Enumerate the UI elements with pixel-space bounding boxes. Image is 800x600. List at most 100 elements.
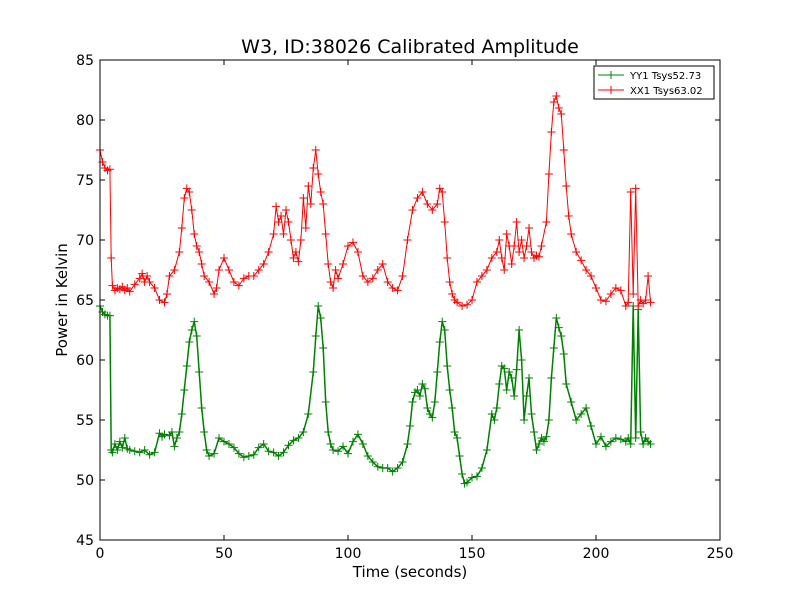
data-point-yy1 [450,428,459,436]
data-point-yy1 [639,440,648,448]
data-point-xx1 [205,278,214,286]
data-point-xx1 [507,260,516,268]
data-point-xx1 [108,281,117,290]
data-point-xx1 [279,230,288,238]
data-point-xx1 [259,260,268,268]
data-point-yy1 [420,384,429,393]
data-point-xx1 [423,200,432,208]
data-point-yy1 [130,447,139,456]
legend-label: XX1 Tsys63.02 [630,86,703,97]
data-point-xx1 [463,300,472,309]
data-point-xx1 [145,278,154,286]
data-point-xx1 [378,260,387,268]
data-point-yy1 [517,356,526,364]
data-point-xx1 [135,274,144,283]
data-point-xx1 [200,272,209,280]
series-xx1 [96,92,655,310]
data-point-xx1 [582,266,591,274]
data-point-xx1 [274,218,283,226]
data-point-yy1 [113,446,122,454]
data-point-yy1 [428,413,437,422]
data-point-xx1 [616,286,625,295]
data-point-yy1 [339,442,348,451]
data-point-xx1 [311,146,320,154]
data-point-yy1 [284,441,293,450]
data-point-yy1 [445,386,454,394]
data-point-yy1 [572,416,581,424]
data-point-yy1 [463,478,472,487]
data-point-yy1 [532,446,541,454]
data-point-xx1 [324,260,333,268]
data-point-xx1 [544,170,553,178]
data-point-yy1 [472,472,481,481]
data-point-xx1 [500,266,509,274]
data-point-yy1 [455,452,464,460]
data-point-xx1 [175,248,184,256]
data-point-yy1 [120,434,129,442]
data-point-xx1 [306,200,315,208]
data-point-yy1 [500,364,509,373]
data-point-yy1 [552,314,561,322]
data-point-yy1 [549,344,558,352]
data-point-yy1 [430,398,439,406]
data-point-xx1 [572,248,581,256]
data-point-yy1 [587,422,596,430]
data-point-xx1 [542,218,551,226]
data-point-yy1 [408,398,417,406]
data-point-xx1 [105,165,114,174]
data-point-xx1 [492,248,501,256]
data-point-yy1 [279,448,288,457]
data-point-yy1 [309,368,318,376]
data-point-xx1 [284,218,293,226]
data-point-xx1 [229,278,238,286]
data-point-xx1 [587,272,596,280]
data-point-xx1 [326,278,335,286]
data-point-yy1 [269,448,278,457]
data-point-yy1 [105,311,114,320]
data-point-xx1 [254,266,263,274]
data-point-yy1 [190,317,199,326]
axes-background [100,60,720,540]
y-axis-label: Power in Kelvin [53,243,71,357]
data-point-yy1 [601,442,610,451]
data-point-yy1 [229,443,238,452]
data-point-xx1 [592,284,600,292]
data-point-xx1 [210,290,219,298]
data-point-yy1 [495,380,504,388]
data-point-yy1 [433,368,442,376]
data-point-xx1 [180,194,189,202]
data-point-xx1 [448,290,457,298]
data-point-xx1 [428,206,437,214]
x-tick-label: 250 [707,546,734,562]
data-point-yy1 [353,430,362,439]
data-point-xx1 [393,286,402,295]
data-point-xx1 [130,280,139,289]
data-point-xx1 [383,278,392,286]
data-point-xx1 [644,272,653,280]
data-point-yy1 [373,462,382,471]
data-point-yy1 [200,428,209,436]
data-point-xx1 [192,242,201,250]
data-point-yy1 [324,428,333,436]
y-tick-label: 55 [76,413,94,429]
data-point-yy1 [368,458,377,466]
data-point-xx1 [368,274,377,283]
data-point-xx1 [601,297,610,306]
data-point-yy1 [205,452,214,460]
data-point-yy1 [554,323,563,332]
data-point-xx1 [517,236,526,244]
data-point-yy1 [244,452,253,460]
data-point-yy1 [215,434,224,442]
data-point-yy1 [348,437,357,446]
data-point-yy1 [239,453,248,462]
series-layer [96,92,655,488]
data-point-xx1 [264,248,273,256]
data-point-yy1 [507,374,516,382]
data-point-xx1 [440,218,449,226]
data-point-xx1 [215,266,224,274]
data-point-yy1 [321,398,330,406]
data-point-xx1 [239,274,248,283]
data-point-xx1 [497,254,506,262]
data-point-yy1 [515,326,524,334]
